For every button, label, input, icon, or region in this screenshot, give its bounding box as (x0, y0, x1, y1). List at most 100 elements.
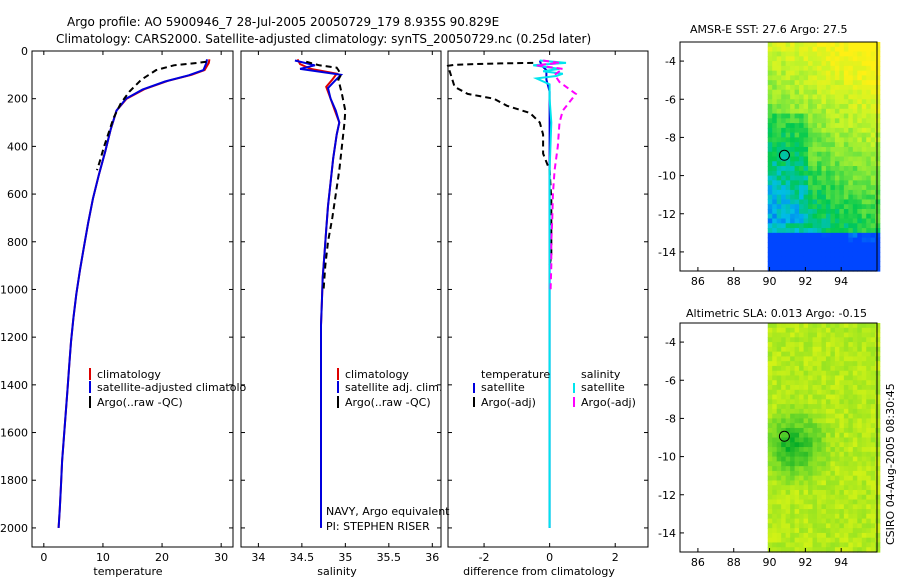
heatmap-cell (870, 451, 876, 458)
heatmap-cell (799, 256, 805, 263)
heatmap-cell (790, 513, 796, 520)
heatmap-cell (839, 509, 845, 515)
heatmap-cell (794, 89, 800, 96)
heatmap-cell (767, 332, 773, 338)
heatmap-cell (808, 142, 814, 148)
heatmap-cell (812, 256, 818, 263)
heatmap-cell (857, 504, 863, 510)
heatmap-cell (870, 466, 876, 472)
heatmap-cell (776, 327, 782, 334)
heatmap-cell (808, 189, 814, 196)
heatmap-cell (785, 208, 791, 215)
heatmap-cell (875, 151, 881, 158)
heatmap-cell (825, 213, 832, 220)
heatmap-cell (875, 346, 881, 353)
heatmap-cell (857, 442, 863, 448)
heatmap-cell (812, 365, 818, 372)
heatmap-cell (808, 256, 814, 263)
heatmap-cell (825, 337, 832, 343)
heatmap-cell (817, 413, 823, 420)
heatmap-cell (776, 146, 782, 153)
legend-temp-satellite-label: satellite (481, 381, 525, 394)
heatmap-cell (781, 175, 787, 181)
heatmap-cell (808, 237, 814, 243)
heatmap-cell (830, 228, 836, 234)
heatmap-cell (834, 361, 840, 367)
heatmap-cell (870, 104, 876, 110)
heatmap-cell (875, 356, 881, 362)
heatmap-cell (861, 542, 867, 548)
heatmap-cell (852, 104, 858, 110)
heatmap-cell (772, 51, 778, 57)
heatmap-cell (839, 323, 845, 329)
heatmap-cell (843, 351, 849, 357)
heatmap-cell (825, 65, 832, 72)
heatmap-cell (834, 166, 840, 172)
heatmap-cell (821, 146, 827, 153)
heatmap-cell (821, 485, 827, 491)
heatmap-cell (785, 189, 791, 196)
heatmap-cell (857, 323, 863, 329)
heatmap-cell (857, 513, 863, 520)
heatmap-cell (799, 532, 805, 539)
heatmap-cell (870, 323, 876, 329)
heatmap-cell (857, 80, 863, 86)
heatmap-cell (848, 251, 854, 258)
heatmap-cell (839, 351, 845, 357)
heatmap-cell (803, 208, 809, 215)
heatmap-cell (866, 42, 872, 48)
argo-position-marker (778, 149, 790, 161)
heatmap-cell (866, 127, 872, 134)
heatmap-cell (776, 528, 782, 534)
heatmap-cell (834, 80, 840, 86)
heatmap-cell (843, 513, 849, 520)
heatmap-cell (794, 194, 800, 201)
heatmap-cell (875, 418, 881, 424)
heatmap-cell (776, 509, 782, 515)
heatmap-cell (785, 509, 791, 515)
heatmap-cell (812, 451, 818, 458)
heatmap-cell (803, 447, 809, 453)
heatmap-cell (803, 361, 809, 367)
heatmap-cell (817, 223, 823, 229)
heatmap-cell (830, 89, 836, 96)
heatmap-cell (790, 56, 796, 62)
heatmap-cell (794, 413, 800, 420)
heatmap-cell (875, 423, 881, 429)
heatmap-cell (808, 408, 814, 415)
heatmap-cell (817, 151, 823, 158)
heatmap-cell (812, 342, 818, 348)
heatmap-cell (866, 256, 872, 263)
heatmap-cell (781, 456, 787, 462)
heatmap-cell (866, 223, 872, 229)
heatmap-cell (812, 42, 818, 48)
heatmap-cell (808, 218, 814, 224)
heatmap-cell (821, 342, 827, 348)
heatmap-cell (875, 56, 881, 62)
heatmap-cell (817, 46, 823, 53)
heatmap-cell (808, 199, 814, 205)
heatmap-cell (857, 142, 863, 148)
heatmap-cell (808, 523, 814, 529)
heatmap-cell (834, 432, 840, 439)
x-tick-label: 88 (727, 556, 741, 569)
heatmap-cell (839, 213, 845, 220)
heatmap-cell (767, 242, 773, 248)
heatmap-cell (866, 65, 872, 72)
heatmap-cell (852, 51, 858, 57)
heatmap-cell (772, 127, 778, 134)
heatmap-cell (852, 218, 858, 224)
heatmap-cell (776, 61, 782, 67)
heatmap-cell (839, 142, 845, 148)
heatmap-cell (825, 180, 832, 186)
heatmap-cell (870, 180, 876, 186)
heatmap-cell (772, 80, 778, 86)
heatmap-cell (839, 528, 845, 534)
heatmap-cell (866, 89, 872, 96)
heatmap-cell (857, 399, 863, 405)
heatmap-cell (808, 489, 814, 496)
heatmap-cell (875, 532, 881, 539)
heatmap-cell (772, 361, 778, 367)
heatmap-cell (821, 94, 827, 100)
heatmap-cell (785, 108, 791, 115)
